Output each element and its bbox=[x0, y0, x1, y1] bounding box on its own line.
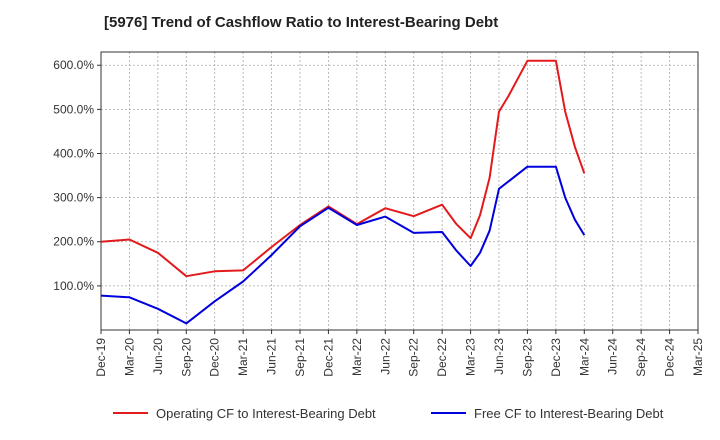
x-tick-label: Mar-21 bbox=[236, 338, 250, 376]
x-tick-label: Dec-19 bbox=[94, 338, 108, 377]
x-tick-label: Jun-23 bbox=[492, 338, 506, 375]
plot-area bbox=[100, 51, 699, 331]
series-line-1 bbox=[100, 59, 586, 278]
legend-label-2: Free CF to Interest-Bearing Debt bbox=[474, 406, 664, 421]
x-tick-label: Mar-25 bbox=[691, 338, 705, 376]
x-tick-label: Sep-21 bbox=[293, 338, 307, 377]
x-tick-label: Dec-20 bbox=[208, 338, 222, 377]
y-tick-label: 500.0% bbox=[53, 102, 94, 116]
x-tick-label: Sep-23 bbox=[520, 338, 534, 377]
x-tick-label: Sep-24 bbox=[634, 338, 648, 377]
x-tick-label: Mar-23 bbox=[464, 338, 478, 376]
series-line-2 bbox=[100, 165, 586, 325]
x-tick-label: Dec-24 bbox=[663, 338, 677, 377]
chart-title: [5976] Trend of Cashflow Ratio to Intere… bbox=[104, 14, 499, 31]
y-tick-label: 600.0% bbox=[53, 58, 94, 72]
x-tick-label: Dec-23 bbox=[549, 338, 563, 377]
legend-label-1: Operating CF to Interest-Bearing Debt bbox=[156, 406, 376, 421]
x-tick-label: Mar-22 bbox=[350, 338, 364, 376]
x-tick-label: Mar-24 bbox=[577, 338, 591, 376]
y-tick-label: 200.0% bbox=[53, 235, 94, 249]
x-tick-label: Jun-22 bbox=[378, 338, 392, 375]
x-tick-label: Sep-20 bbox=[179, 338, 193, 377]
x-tick-label: Sep-22 bbox=[407, 338, 421, 377]
x-tick-label: Dec-22 bbox=[435, 338, 449, 377]
y-tick-label: 100.0% bbox=[53, 279, 94, 293]
x-tick-label: Dec-21 bbox=[321, 338, 335, 377]
y-tick-label: 400.0% bbox=[53, 146, 94, 160]
y-tick-label: 300.0% bbox=[53, 191, 94, 205]
x-tick-label: Jun-21 bbox=[265, 338, 279, 375]
x-tick-label: Jun-20 bbox=[151, 338, 165, 375]
x-tick-label: Mar-20 bbox=[122, 338, 136, 376]
x-tick-label: Jun-24 bbox=[606, 338, 620, 375]
